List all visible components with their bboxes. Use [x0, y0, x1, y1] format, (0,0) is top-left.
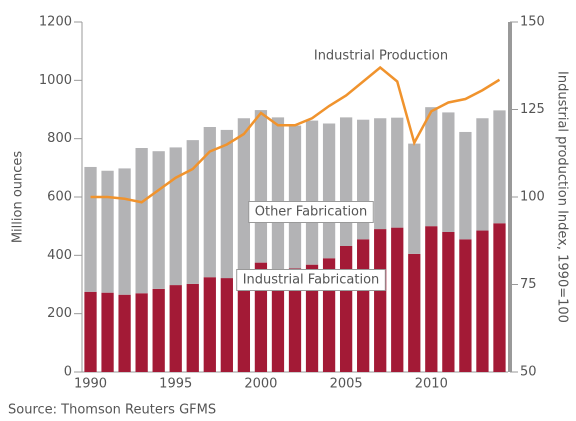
bar-segment [118, 168, 131, 295]
x-tick-label: 2010 [415, 377, 448, 392]
bar-segment [271, 269, 285, 372]
y-tick-label: 1000 [39, 73, 72, 88]
y-axis-label: Million ounces [11, 151, 26, 244]
bar-segment [476, 230, 489, 372]
bar-segment [135, 293, 148, 372]
bar-segment [374, 118, 387, 230]
y2-tick-label: 75 [520, 277, 537, 292]
bar-segment [152, 288, 165, 372]
y2-tick-label: 50 [520, 365, 537, 380]
bar-segment [339, 246, 353, 372]
bar-segment [425, 226, 438, 372]
y2-axis [508, 22, 512, 372]
y-tick-label: 800 [47, 131, 72, 146]
bar-segment [220, 129, 233, 279]
bar-segment [459, 131, 472, 240]
bar-segment [186, 140, 199, 284]
bar-segment [442, 112, 455, 232]
bar-segment [493, 223, 506, 372]
series-label-box [248, 201, 374, 223]
series-label: Other Fabrication [255, 205, 368, 220]
bar-segment [152, 151, 165, 289]
bar-segment [84, 166, 97, 292]
bar-segment [254, 110, 268, 263]
bar-segment [476, 118, 489, 231]
bar-segment [391, 227, 404, 372]
bar-segment [135, 148, 148, 294]
bar-segment [101, 170, 114, 293]
bar-segment [322, 123, 336, 259]
source: Source: Thomson Reuters GFMS [8, 403, 216, 418]
bar-segment [357, 239, 370, 372]
line [90, 65, 501, 204]
bar-segment [459, 239, 472, 372]
bar-segment [493, 110, 506, 224]
x-tick-label: 2005 [330, 377, 363, 392]
series-label: Industrial Fabrication [243, 273, 380, 288]
bar-segment [203, 277, 216, 372]
bar-segment [237, 270, 251, 372]
bar-segment [442, 232, 455, 372]
bar-segment [305, 264, 319, 372]
bar-segment [408, 143, 421, 254]
bar-segment [339, 117, 353, 246]
bar-segment [220, 278, 233, 372]
bar-segment [203, 127, 216, 278]
bar-segment [305, 120, 319, 265]
y-tick-label: 400 [47, 248, 72, 263]
y-tick-label: 1200 [39, 15, 72, 30]
y-tick-label: 200 [47, 306, 72, 321]
bar-segment [169, 147, 182, 286]
bar-segment [271, 117, 285, 270]
y-tick-label: 600 [47, 190, 72, 205]
series-label: Industrial Production [314, 49, 448, 64]
bar-segment [186, 283, 199, 372]
x-tick-label: 1990 [74, 377, 107, 392]
bar-segment [288, 268, 302, 372]
bar-segment [288, 125, 302, 269]
bar-segment [237, 118, 251, 271]
y2-tick-label: 150 [520, 15, 545, 30]
series-label-box [236, 269, 386, 291]
y-tick-label: 0 [64, 365, 72, 380]
bar-segment [84, 291, 97, 372]
y2-tick-label: 125 [520, 102, 545, 117]
y2-axis-label: Industrial production Index, 1990=100 [555, 71, 570, 323]
y2-tick-label: 100 [520, 190, 545, 205]
bar-segment [169, 285, 182, 372]
bar-segment [408, 253, 421, 372]
bar-segment [425, 107, 438, 227]
bar-segment [101, 292, 114, 372]
bar-segment [374, 229, 387, 372]
bar-segment [391, 117, 404, 228]
x-tick-label: 2000 [244, 377, 277, 392]
x-tick-label: 1995 [159, 377, 192, 392]
bar-segment [118, 294, 131, 372]
